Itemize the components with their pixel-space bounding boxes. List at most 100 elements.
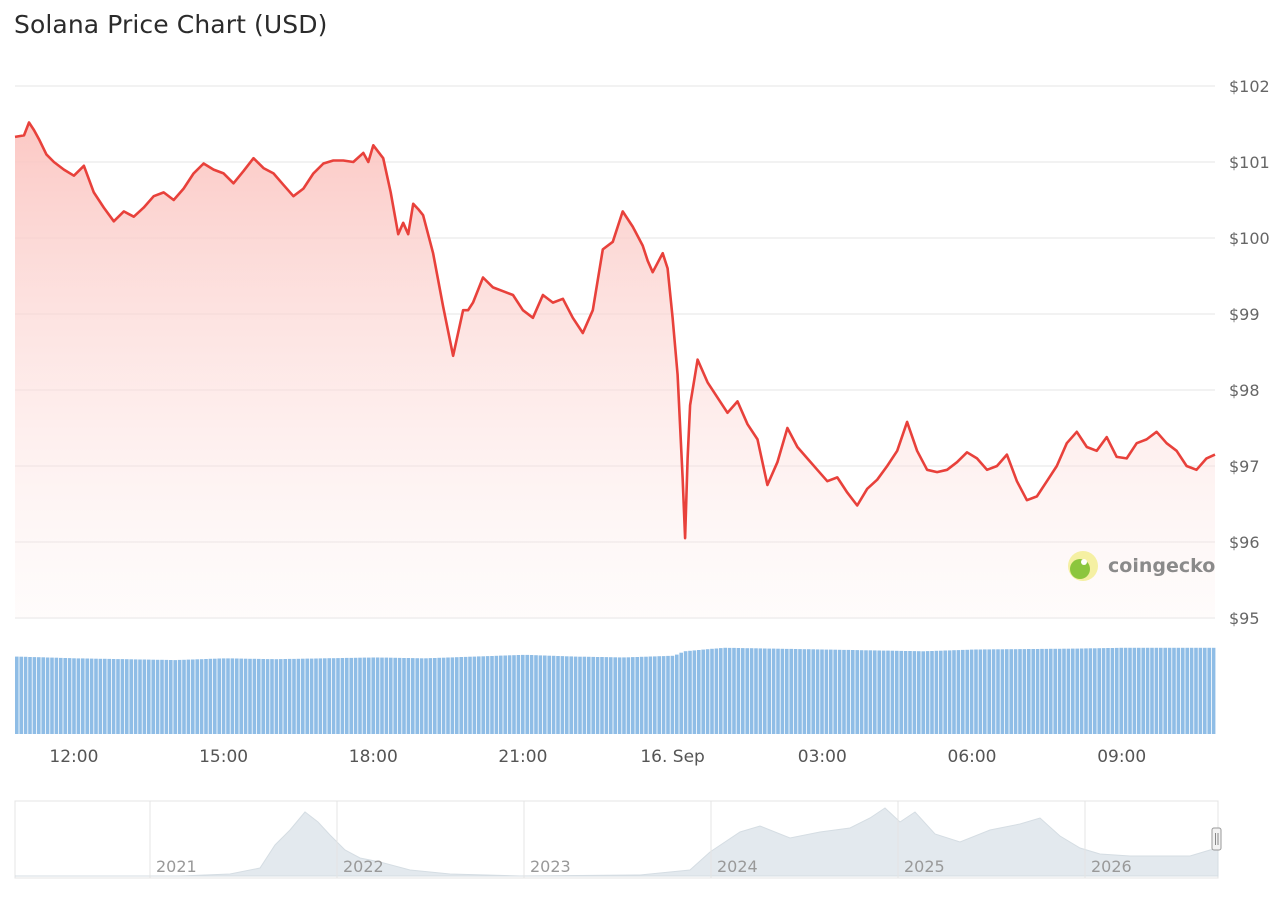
volume-bar <box>309 658 314 734</box>
y-tick-label: $97 <box>1229 457 1260 476</box>
volume-bar <box>851 650 855 734</box>
volume-bar <box>666 655 670 734</box>
volume-bar <box>723 647 727 734</box>
volume-bar <box>1031 649 1035 734</box>
volume-bar <box>974 649 978 734</box>
volume-bar <box>1128 647 1132 734</box>
volume-bar <box>450 657 455 734</box>
volume-bar <box>270 659 274 734</box>
volume-bar <box>94 658 98 734</box>
volume-bar <box>72 658 76 734</box>
volume-bar <box>235 658 239 734</box>
volume-bar <box>679 652 683 734</box>
volume-bar <box>362 657 367 734</box>
volume-bar <box>771 648 776 734</box>
volume-bar <box>199 659 204 734</box>
volume-bar <box>705 649 710 734</box>
volume-bar <box>274 659 279 734</box>
volume-bar <box>1181 647 1185 734</box>
volume-bar <box>639 656 644 734</box>
volume-bar <box>441 657 446 734</box>
volume-bar <box>688 650 692 734</box>
chart-title: Solana Price Chart (USD) <box>14 10 328 39</box>
volume-bar <box>402 658 406 734</box>
volume-bar <box>1062 648 1066 734</box>
volume-bar <box>886 650 890 734</box>
volume-bar <box>811 649 815 734</box>
x-tick-label: 15:00 <box>199 747 248 767</box>
volume-bar <box>424 658 428 734</box>
volume-bar <box>855 650 859 734</box>
navigator-year-label: 2022 <box>343 857 384 876</box>
volume-bar <box>1013 649 1018 734</box>
volume-bar <box>727 647 732 734</box>
volume-bar <box>551 655 556 734</box>
volume-bar <box>239 658 243 734</box>
volume-bar <box>895 650 899 734</box>
volume-bar <box>547 655 551 734</box>
volume-bar <box>943 650 947 734</box>
volume-bar <box>98 658 103 734</box>
volume-bar <box>1141 647 1145 734</box>
volume-bar <box>934 650 939 734</box>
volume-bar <box>1053 648 1057 734</box>
volume-bar <box>565 656 569 734</box>
x-tick-label: 21:00 <box>498 747 547 767</box>
volume-bar <box>609 657 613 734</box>
volume-bar <box>1119 647 1123 734</box>
volume-bar <box>881 650 886 734</box>
volume-bar <box>243 658 248 734</box>
volume-bar <box>1203 647 1207 734</box>
volume-bar <box>28 657 32 734</box>
volume-bar <box>371 657 375 734</box>
volume-bar <box>525 654 529 734</box>
volume-bar <box>32 657 37 734</box>
volume-bar <box>1005 649 1009 734</box>
volume-bar <box>582 656 587 734</box>
navigator[interactable]: 2021 2022 2023 2024 2025 2026 <box>14 800 1222 879</box>
volume-bar <box>59 657 63 734</box>
volume-bar <box>595 657 600 734</box>
volume-bar <box>279 659 283 734</box>
volume-bar <box>820 649 824 734</box>
volume-bar <box>292 658 296 734</box>
volume-bar <box>837 649 842 734</box>
volume-bar <box>1101 648 1106 734</box>
volume-bar <box>213 658 217 734</box>
volume-bar <box>890 650 895 734</box>
navigator-year-label: 2023 <box>530 857 571 876</box>
volume-bar <box>103 658 107 734</box>
volume-bar <box>613 657 617 734</box>
volume-bar <box>54 657 59 734</box>
volume-bar <box>873 650 877 734</box>
volume-bar <box>653 656 657 734</box>
volume-bar <box>815 649 820 734</box>
volume-bar <box>1172 647 1176 734</box>
volume-bar <box>1088 648 1093 734</box>
volume-bar <box>186 659 191 734</box>
navigator-handle[interactable] <box>1211 827 1222 851</box>
volume-bar <box>23 656 28 734</box>
volume-bar <box>1075 648 1079 734</box>
volume-bar <box>419 658 424 734</box>
volume-bar <box>191 659 195 734</box>
volume-bar <box>529 655 534 734</box>
volume-bar <box>754 648 758 734</box>
volume-bar <box>1211 647 1216 734</box>
volume-bar <box>204 659 208 734</box>
price-line[interactable] <box>14 121 1216 540</box>
volume-bar <box>169 660 173 734</box>
volume-bar <box>499 655 503 734</box>
x-tick-label: 03:00 <box>798 747 847 767</box>
volume-bar <box>877 650 881 734</box>
volume-bar <box>789 648 793 734</box>
volume-bar <box>626 657 631 734</box>
volume-bar <box>437 657 441 734</box>
volume-bar <box>19 656 23 734</box>
volume-bar <box>468 656 472 734</box>
volume-bar <box>1009 649 1013 734</box>
volume-bar <box>50 657 54 734</box>
volume-bar <box>917 651 921 734</box>
volume-bar <box>846 649 851 734</box>
